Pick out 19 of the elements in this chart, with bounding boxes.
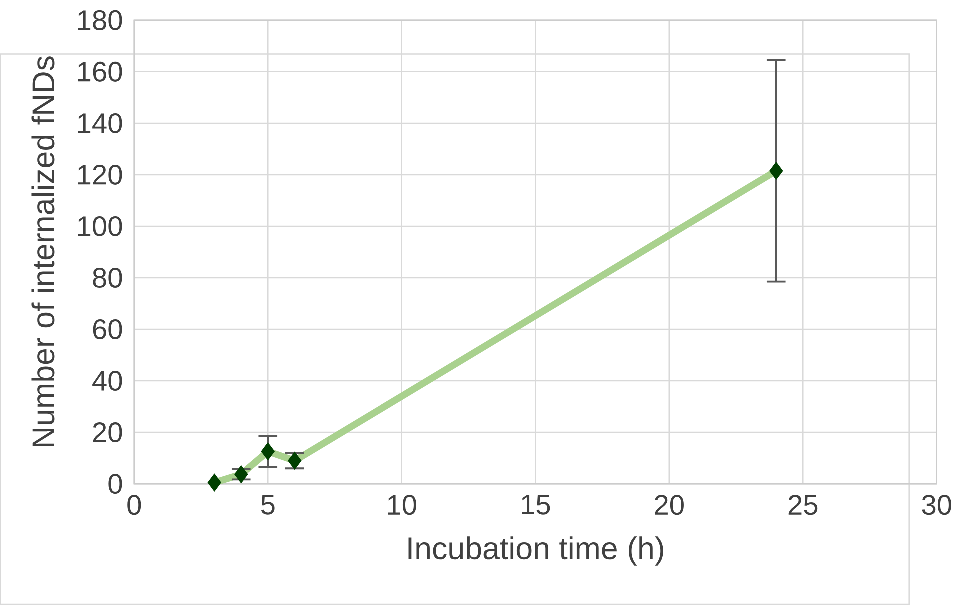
x-tick-label: 10: [388, 495, 416, 516]
y-tick-label: 0: [108, 474, 122, 494]
x-tick-label: 25: [788, 495, 818, 516]
y-tick-label: 100: [78, 216, 122, 236]
y-tick-label: 40: [92, 371, 122, 392]
y-tick-label: 140: [78, 113, 122, 134]
x-tick-label: 0: [128, 495, 142, 516]
x-axis-title: Incubation time (h): [408, 536, 664, 566]
y-tick-label: 180: [78, 10, 122, 30]
y-tick-label: 60: [93, 319, 122, 340]
x-tick-label: 15: [522, 495, 550, 515]
y-tick-label: 20: [93, 422, 122, 443]
x-tick-label: 20: [655, 495, 684, 516]
y-tick-label: 160: [78, 62, 122, 82]
x-tick-label: 5: [261, 495, 275, 515]
y-tick-label: 80: [93, 268, 122, 288]
y-axis-title: Number of internalized fNDs: [32, 56, 55, 446]
y-tick-label: 120: [78, 164, 122, 185]
x-tick-label: 30: [922, 495, 952, 516]
